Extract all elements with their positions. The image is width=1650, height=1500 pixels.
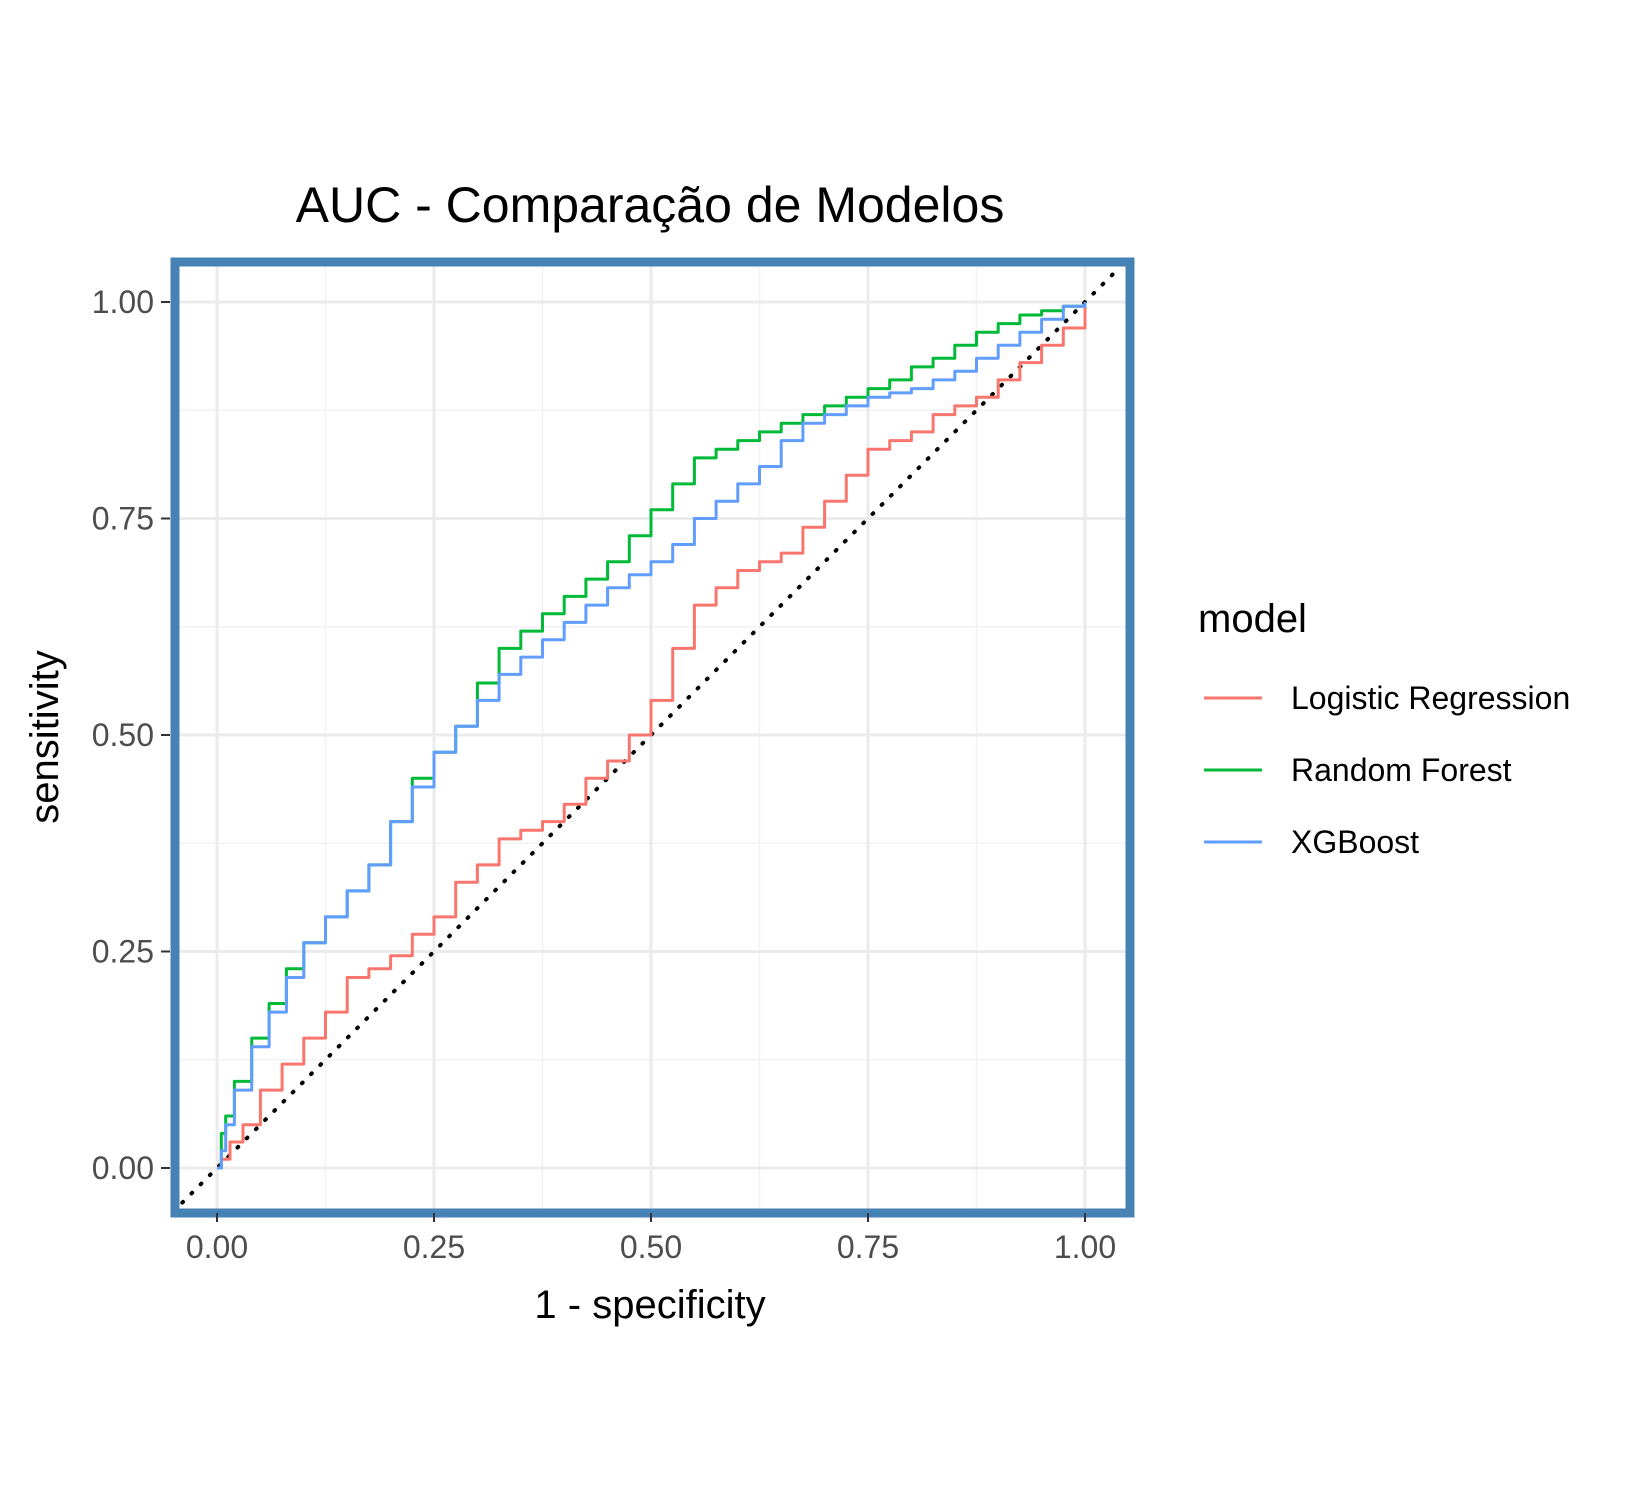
y-axis-title: sensitivity [23, 650, 67, 823]
legend-label-random-forest: Random Forest [1291, 752, 1512, 788]
legend-label-xgboost: XGBoost [1291, 824, 1419, 860]
y-tick-label: 0.25 [92, 934, 154, 970]
panel-grid [179, 266, 1126, 1209]
panel-border [170, 257, 1135, 1218]
roc-curve-xgboost [217, 302, 1087, 1170]
x-tick-label: 0.75 [837, 1229, 899, 1265]
x-axis-ticks: 0.00 0.25 0.50 0.75 1.00 [186, 1213, 1116, 1265]
y-tick-label: 0.75 [92, 501, 154, 537]
legend-title: model [1198, 597, 1307, 641]
x-tick-label: 1.00 [1054, 1229, 1116, 1265]
y-tick-label: 0.50 [92, 717, 154, 753]
roc-curves [217, 302, 1087, 1170]
y-tick-label: 1.00 [92, 284, 154, 320]
legend-label-logistic-regression: Logistic Regression [1291, 680, 1570, 716]
x-tick-label: 0.25 [403, 1229, 465, 1265]
chart-title: AUC - Comparação de Modelos [296, 177, 1005, 233]
y-tick-label: 0.00 [92, 1150, 154, 1186]
x-axis-title: 1 - specificity [534, 1283, 765, 1327]
x-tick-label: 0.50 [620, 1229, 682, 1265]
x-tick-label: 0.00 [186, 1229, 248, 1265]
roc-curve-logistic-regression [217, 302, 1087, 1170]
y-axis-ticks: 0.00 0.25 0.50 0.75 1.00 [92, 284, 170, 1186]
legend: model Logistic Regression Random Forest XG… [1198, 597, 1570, 860]
